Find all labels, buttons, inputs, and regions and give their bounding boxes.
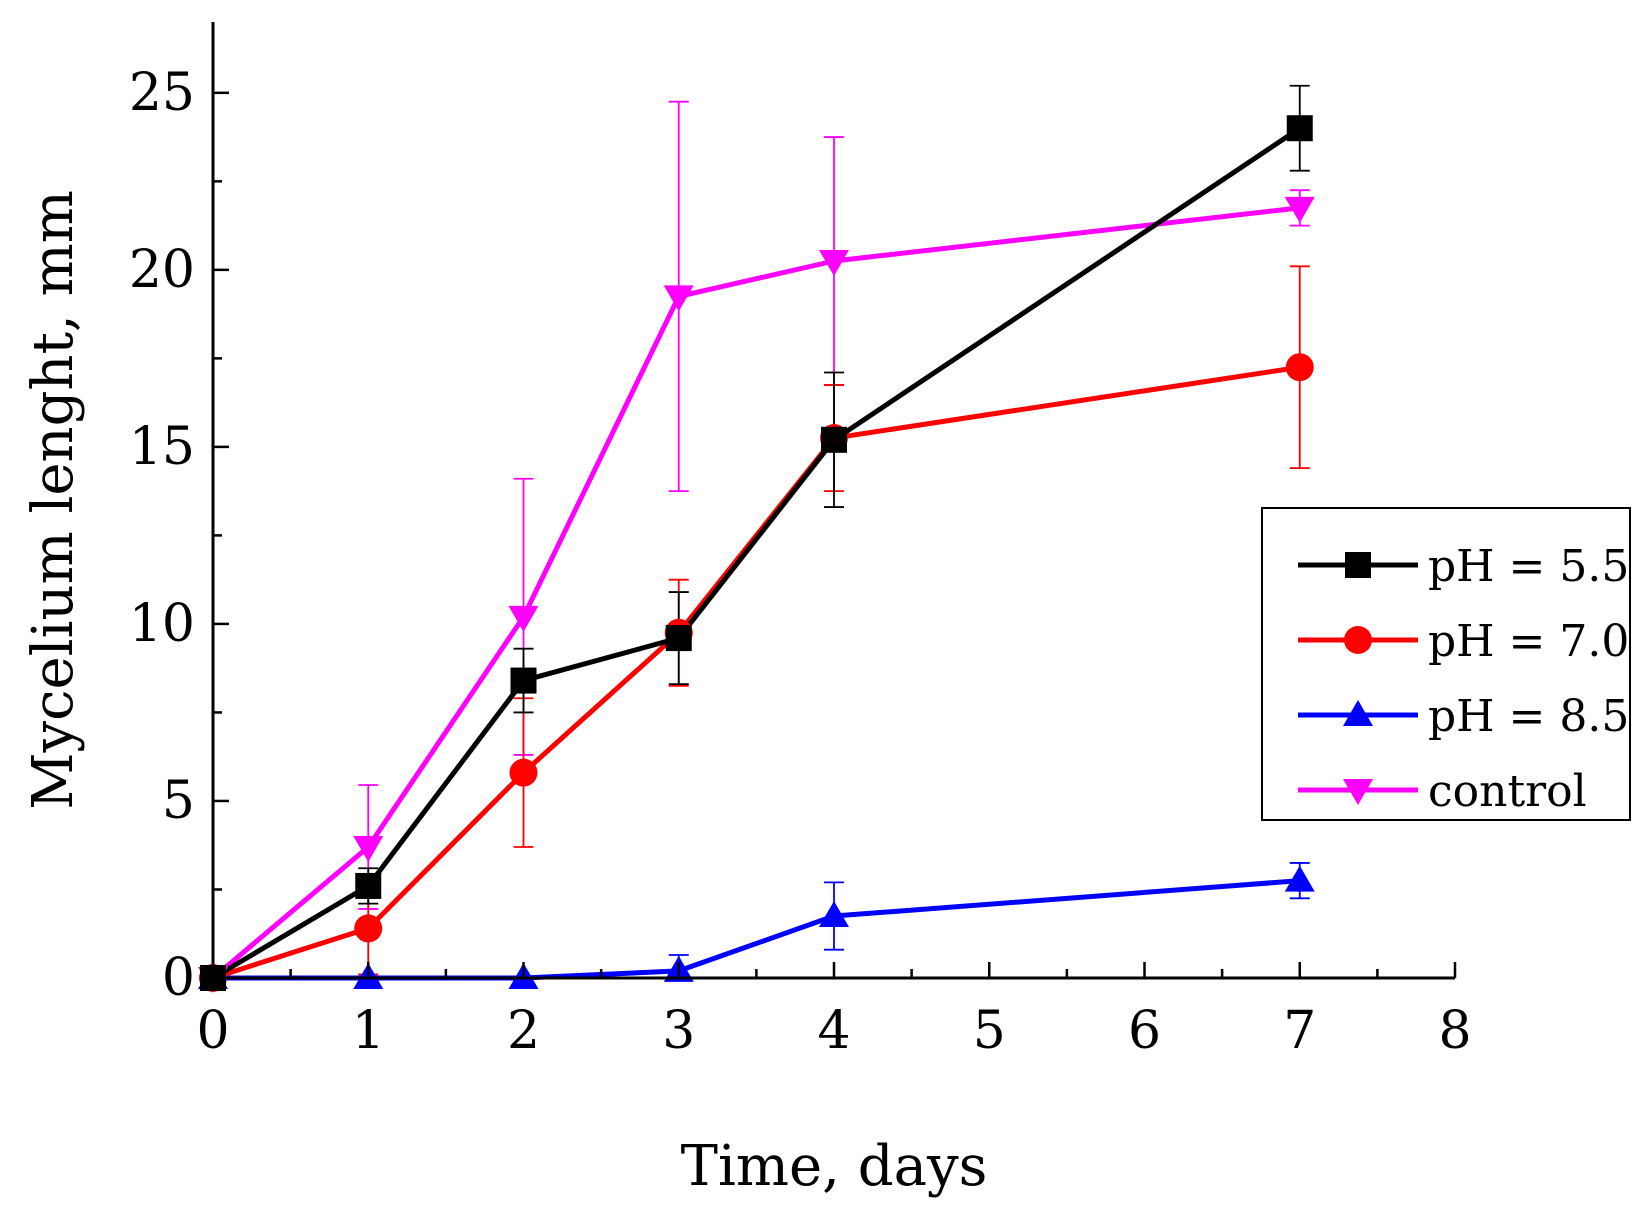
data-point-control bbox=[353, 835, 384, 862]
data-point-ph-5-5 bbox=[1286, 115, 1313, 142]
data-point-control bbox=[819, 250, 849, 276]
x-tick-label: 5 bbox=[973, 1001, 1006, 1061]
x-tick-label: 0 bbox=[196, 1001, 229, 1061]
series-line-control bbox=[211, 205, 1301, 980]
data-point-ph-7-0 bbox=[354, 914, 383, 943]
x-tick-label: 1 bbox=[352, 1001, 385, 1061]
x-tick-label: 6 bbox=[1128, 1001, 1161, 1061]
data-point-control bbox=[1284, 196, 1315, 223]
y-tick-label: 20 bbox=[129, 240, 195, 300]
series-line-ph-7-0 bbox=[212, 364, 1301, 981]
legend-marker-ph-7-0 bbox=[1344, 626, 1372, 654]
legend-marker-control bbox=[1343, 779, 1373, 805]
data-point-ph-8-5 bbox=[819, 901, 849, 928]
x-tick-label: 7 bbox=[1283, 1001, 1316, 1061]
y-tick-label: 0 bbox=[162, 948, 195, 1008]
legend-label-control: control bbox=[1428, 766, 1587, 817]
y-tick-label: 5 bbox=[162, 771, 195, 831]
data-point-control bbox=[508, 605, 539, 632]
x-ticks: 0 1 2 3 4 5 6 7 8 bbox=[196, 962, 1472, 1061]
data-point-ph-5-5 bbox=[510, 667, 537, 694]
data-point-ph-5-5 bbox=[355, 872, 382, 899]
data-point-ph-7-0 bbox=[509, 758, 538, 787]
x-tick-label: 3 bbox=[662, 1001, 695, 1061]
x-tick-label: 8 bbox=[1438, 1001, 1471, 1061]
data-point-ph-5-5 bbox=[665, 625, 692, 652]
legend: pH = 5.5 pH = 7.0 pH = 8.5 control bbox=[1261, 507, 1631, 821]
data-point-ph-7-0 bbox=[1285, 353, 1314, 382]
legend-label-ph-7-0: pH = 7.0 bbox=[1428, 616, 1629, 667]
data-point-control bbox=[663, 285, 694, 312]
x-tick-label: 4 bbox=[817, 1001, 850, 1061]
data-point-ph-5-5 bbox=[821, 426, 847, 453]
y-tick-label: 15 bbox=[129, 417, 195, 477]
series-markers bbox=[198, 115, 1315, 993]
y-ticks: 0 5 10 15 20 25 bbox=[129, 63, 229, 1008]
y-axis-title: Mycelium lenght, mm bbox=[21, 190, 86, 810]
legend-label-ph-8-5: pH = 8.5 bbox=[1428, 691, 1629, 742]
legend-label-ph-5-5: pH = 5.5 bbox=[1428, 541, 1629, 592]
data-point-ph-8-5 bbox=[1284, 865, 1315, 892]
legend-box bbox=[1261, 507, 1631, 821]
y-tick-label: 25 bbox=[129, 63, 195, 123]
legend-marker-ph-5-5 bbox=[1345, 552, 1371, 578]
series-line-ph-5-5 bbox=[211, 126, 1302, 981]
legend-marker-ph-8-5 bbox=[1343, 700, 1373, 726]
series-lines bbox=[211, 126, 1302, 981]
x-axis-title: Time, days bbox=[681, 1134, 988, 1199]
y-tick-label: 10 bbox=[129, 594, 195, 654]
x-tick-label: 2 bbox=[507, 1001, 540, 1061]
